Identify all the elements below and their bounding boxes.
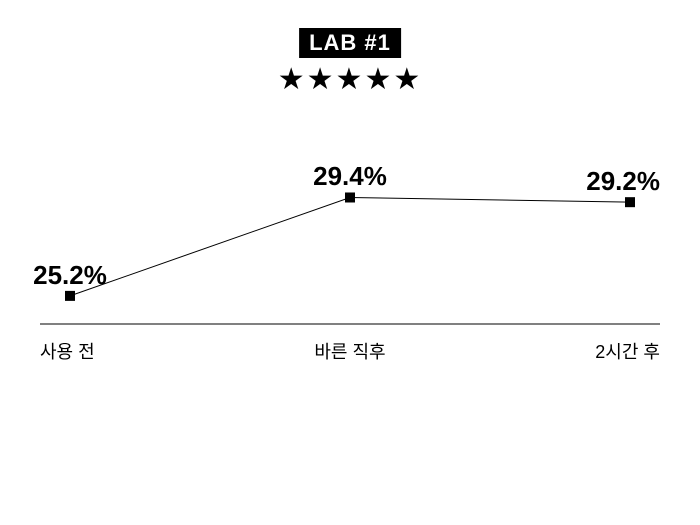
marker xyxy=(65,291,75,301)
axis-label: 바른 직후 xyxy=(314,338,385,364)
marker xyxy=(345,192,355,202)
axis-label: 사용 전 xyxy=(40,338,95,364)
data-label: 29.4% xyxy=(313,161,387,192)
chart-container: LAB #1 ★★★★★ 사용 전바른 직후2시간 후25.2%29.4%29.… xyxy=(0,0,700,525)
data-label: 29.2% xyxy=(586,166,660,197)
axis-label: 2시간 후 xyxy=(595,338,660,364)
marker xyxy=(625,197,635,207)
data-label: 25.2% xyxy=(33,260,107,291)
series-line xyxy=(70,197,630,295)
